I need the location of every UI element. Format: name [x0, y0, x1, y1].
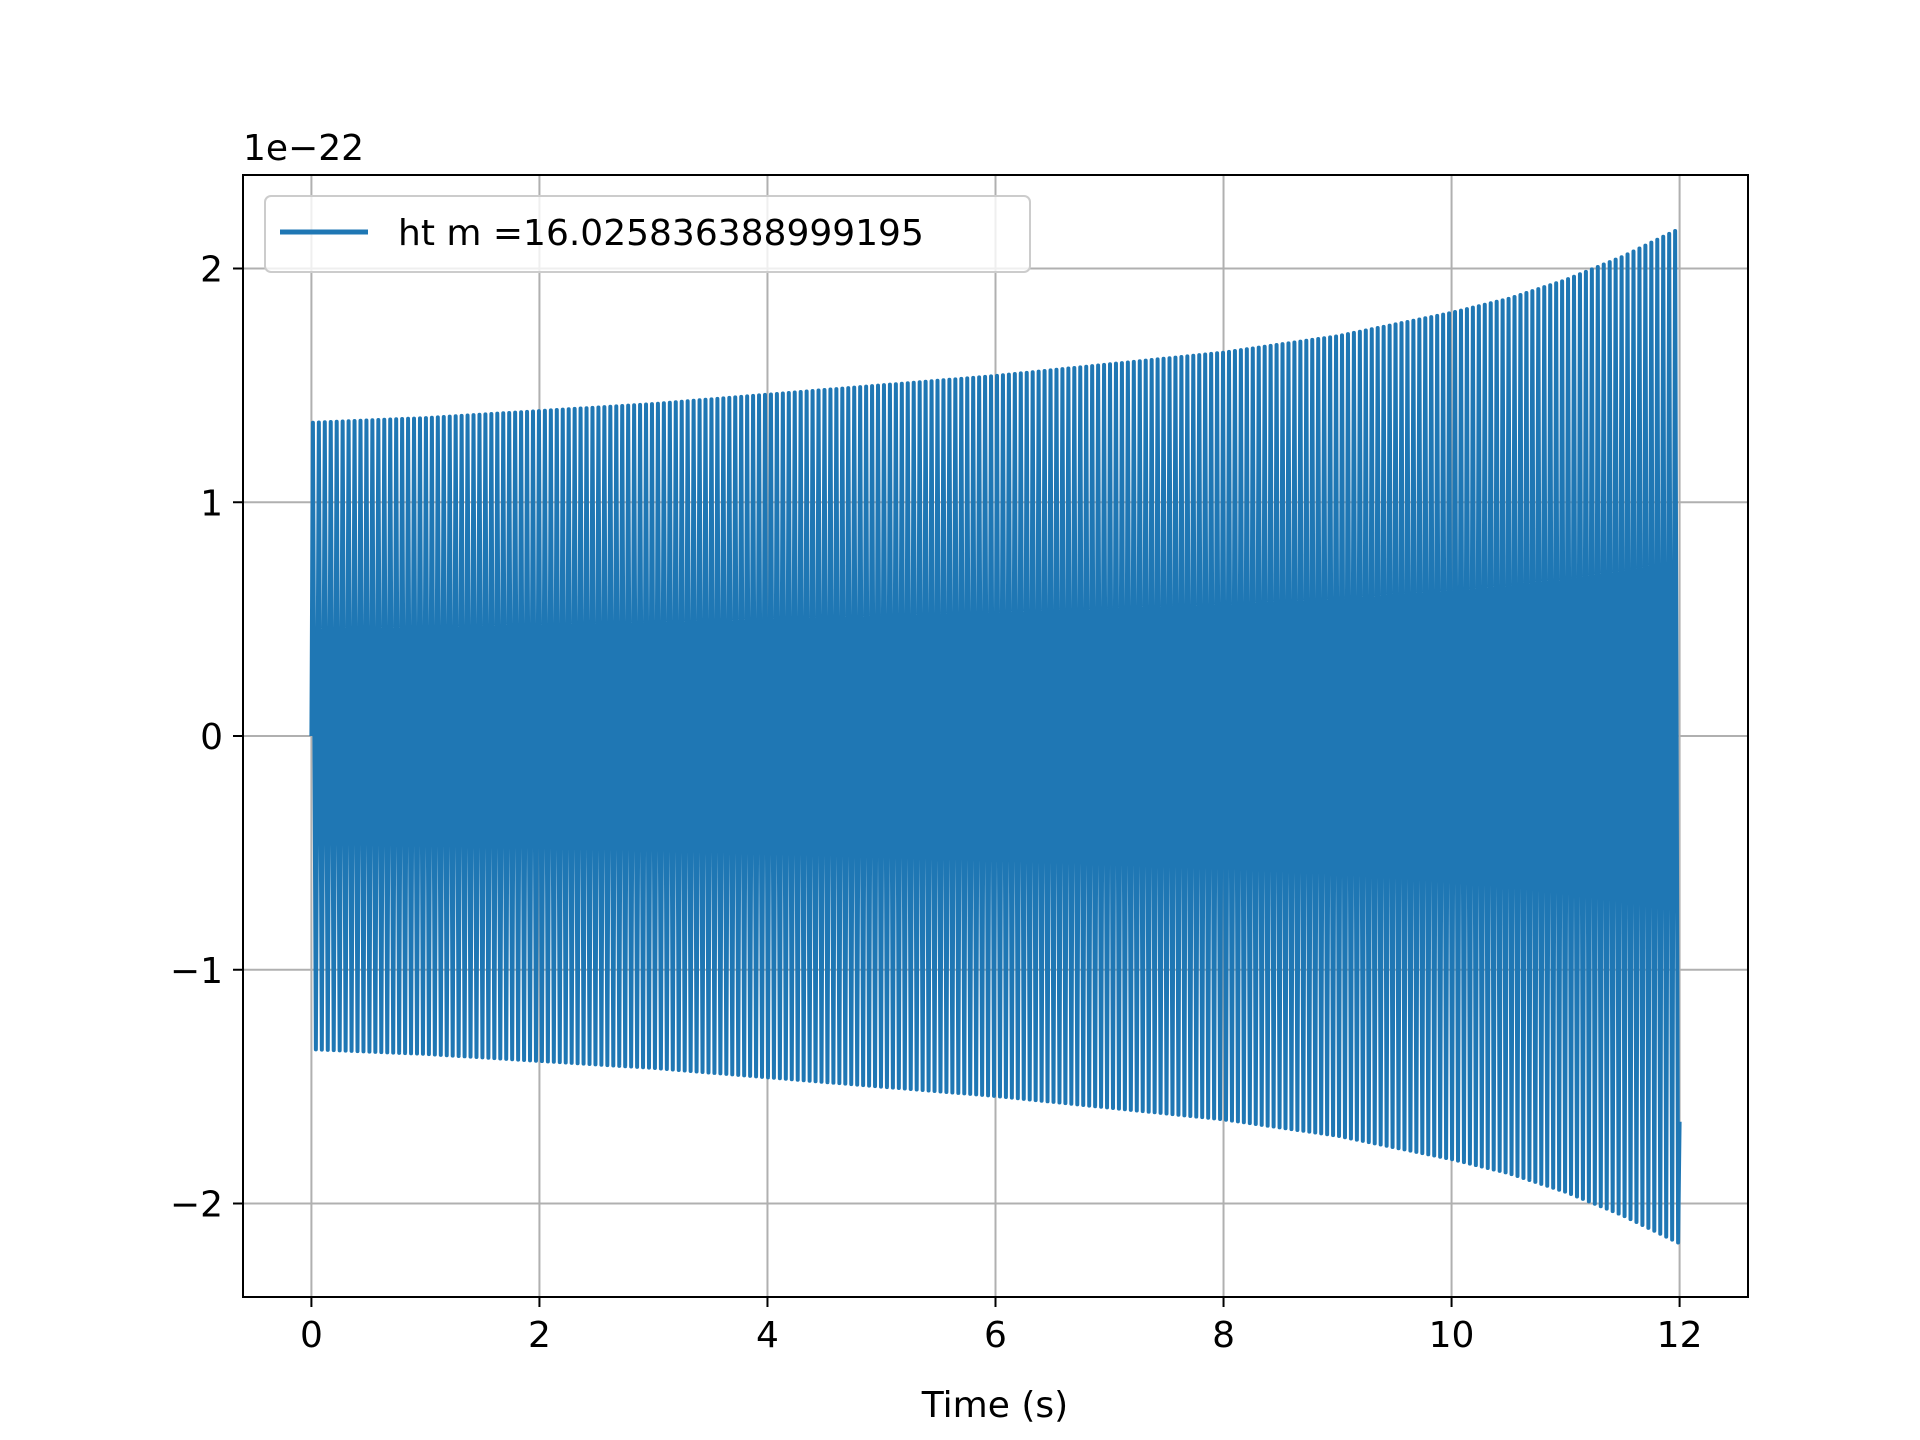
x-tick-label: 4: [756, 1315, 779, 1356]
x-tick-label: 10: [1429, 1315, 1475, 1356]
y-tick-label: −2: [170, 1185, 223, 1226]
x-tick-label: 6: [984, 1315, 1007, 1356]
x-tick-label: 12: [1657, 1315, 1703, 1356]
legend: ht m =16.025836388999195: [264, 195, 1031, 273]
y-tick-label: −1: [170, 951, 223, 992]
x-axis: 0 2 4 6 8 10 12: [300, 1297, 1703, 1356]
legend-frame: [264, 195, 1031, 273]
x-tick-label: 8: [1212, 1315, 1235, 1356]
series-line: [309, 228, 1682, 1245]
series-ht: [309, 228, 1682, 1245]
x-tick-label: 2: [528, 1315, 551, 1356]
y-offset-text: 1e−22: [243, 128, 364, 169]
legend-label: ht m =16.025836388999195: [398, 213, 924, 254]
y-tick-label: 0: [200, 717, 223, 758]
y-axis: −2 −1 0 1 2: [170, 250, 243, 1226]
x-tick-label: 0: [300, 1315, 323, 1356]
y-tick-label: 1: [200, 483, 223, 524]
x-axis-title: Time (s): [921, 1385, 1068, 1426]
y-tick-label: 2: [200, 250, 223, 291]
